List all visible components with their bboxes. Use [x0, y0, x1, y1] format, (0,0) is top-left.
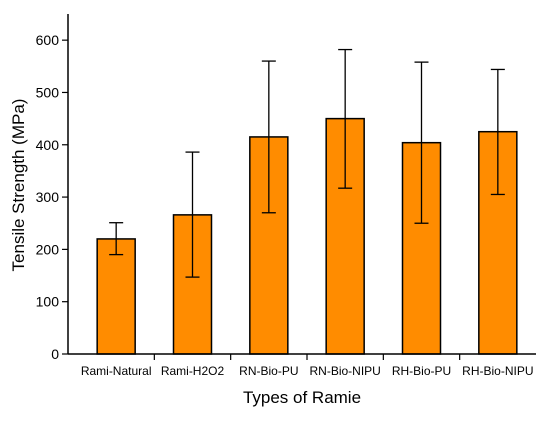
bars-layer: [96, 117, 518, 355]
y-tick-label: 400: [36, 137, 60, 153]
x-ticks-layer: Rami-Natural Rami-H2O2 RN-Bio-PU RN-Bio-NIP…: [81, 354, 534, 378]
x-tick-label: RN-Bio-PU: [239, 364, 298, 378]
x-tick-label: RH-Bio-PU: [392, 364, 451, 378]
x-tick-label: Rami-Natural: [81, 364, 152, 378]
x-axis-title: Types of Ramie: [243, 388, 361, 407]
error-bars-layer: [109, 48, 505, 278]
y-tick-label: 300: [36, 189, 60, 205]
y-tick-label: 500: [36, 84, 60, 100]
bar-rh-bio-pu: [401, 141, 442, 355]
x-tick-label: RH-Bio-NIPU: [462, 364, 533, 378]
bar-rami-natural: [96, 238, 136, 355]
x-tick-label: Rami-H2O2: [161, 364, 225, 378]
x-tick-label: RN-Bio-NIPU: [309, 364, 380, 378]
axes-layer: [67, 14, 536, 355]
y-tick-label: 100: [36, 294, 60, 310]
y-tick-label: 0: [51, 346, 59, 362]
y-tick-label: 200: [36, 241, 60, 257]
y-axis-title: Tensile Strength (MPa): [9, 99, 28, 272]
y-ticks-layer: 0 100 200 300 400 500 600: [36, 32, 68, 362]
y-tick-label: 600: [36, 32, 60, 48]
